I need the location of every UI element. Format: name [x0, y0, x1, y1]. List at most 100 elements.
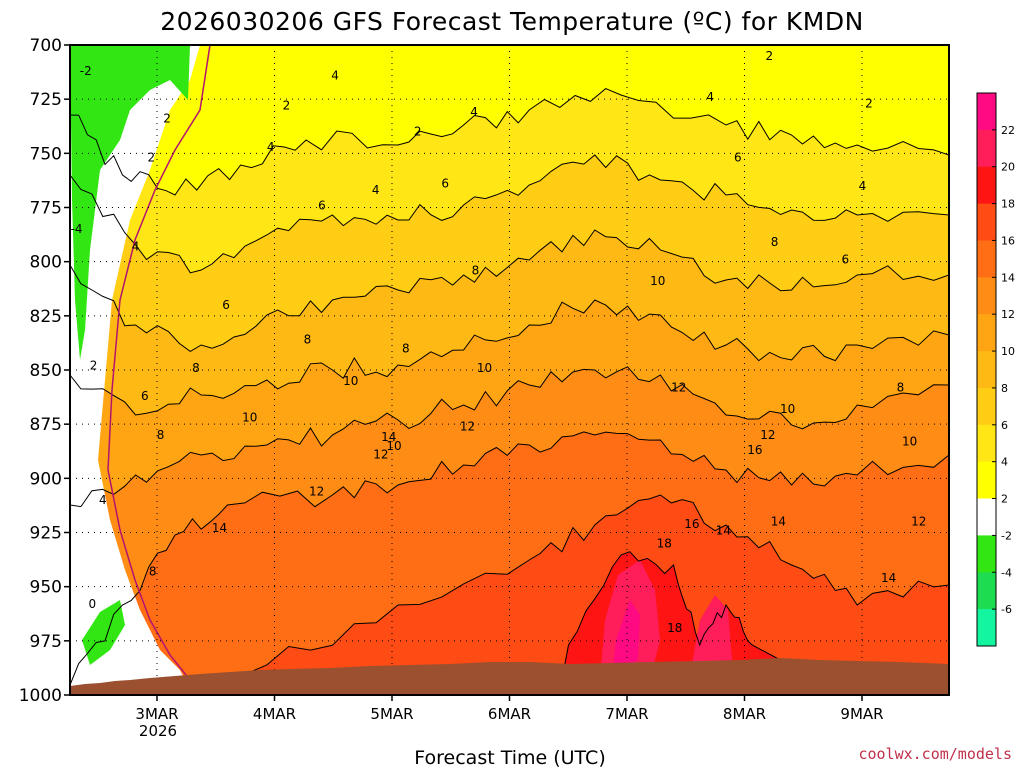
contour-label: 2 — [283, 99, 291, 113]
contour-label: 14 — [212, 521, 227, 535]
contour-label: 4 — [267, 140, 275, 154]
cold-band-white — [70, 45, 200, 695]
temperature-bands — [70, 45, 949, 695]
hot-pocket — [690, 595, 732, 680]
contour-label: 2 — [148, 151, 156, 165]
colorbar-swatch — [977, 461, 996, 500]
contour-label: 14 — [881, 571, 896, 585]
contour-label: 4 — [372, 183, 380, 197]
contour-line — [552, 551, 863, 695]
x-tick-label: 9MAR — [840, 705, 883, 723]
colorbar-label: 16 — [1001, 234, 1015, 247]
contour-label: 10 — [343, 374, 358, 388]
contour-label: 4 — [859, 179, 867, 193]
y-axis: 700 725 750 775 800 825 850 875 900 925 950 975 1000 — [19, 36, 70, 706]
contour-label: 12 — [460, 419, 475, 433]
x-axis: 3MAR 4MAR 5MAR 6MAR 7MAR 8MAR 9MAR — [135, 695, 884, 723]
y-tick-label: 1000 — [19, 686, 62, 706]
colorbar-swatch — [977, 166, 996, 205]
y-tick-label: 975 — [30, 632, 62, 652]
contour-label: 18 — [667, 621, 682, 635]
colorbar-label: 8 — [1001, 382, 1008, 395]
y-tick-label: 775 — [30, 199, 62, 219]
y-tick-label: 925 — [30, 524, 62, 544]
hot-pocket — [612, 600, 640, 676]
ground-terrain — [70, 658, 949, 695]
contour-label: 12 — [760, 428, 775, 442]
colorbar-label: 6 — [1001, 419, 1008, 432]
colorbar-swatch — [977, 93, 996, 131]
colorbar-label: 2 — [1001, 493, 1008, 506]
x-tick-label: 3MAR — [135, 705, 178, 723]
plot-area: -2-4240224688681424468101012121481042468… — [70, 45, 949, 695]
contour-line — [70, 229, 949, 352]
contour-label: 4 — [470, 105, 478, 119]
cold-band-green — [70, 45, 190, 360]
contour-labels: -2-4240224688681424468101012121481042468… — [71, 49, 927, 635]
x-tick-label: 8MAR — [723, 705, 766, 723]
contour-label: -2 — [80, 64, 92, 78]
contour-label: -4 — [71, 222, 83, 236]
contour-label: 10 — [780, 402, 795, 416]
colorbar-swatch — [977, 609, 996, 647]
contour-line — [70, 88, 949, 196]
contour-label: 6 — [318, 198, 326, 212]
contour-line — [70, 431, 949, 686]
contour-label: 14 — [771, 515, 786, 529]
colorbar-label: 14 — [1001, 271, 1015, 284]
contour-label: 10 — [650, 274, 665, 288]
y-tick-label: 850 — [30, 361, 62, 381]
y-tick-label: 800 — [30, 253, 62, 273]
contour-label: 14 — [716, 523, 731, 537]
cold-pocket-green — [82, 600, 125, 665]
contour-label: 10 — [386, 439, 401, 453]
x-year-label: 2026 — [139, 722, 177, 740]
colorbar-swatch — [977, 351, 996, 389]
colorbar-label: 10 — [1001, 345, 1015, 358]
colorbar-swatch — [977, 277, 996, 315]
colorbar-swatch — [977, 129, 996, 168]
contour-label: 4 — [99, 493, 107, 507]
contour-label: 12 — [911, 515, 926, 529]
y-tick-label: 750 — [30, 144, 62, 164]
colorbar-label: -4 — [1001, 566, 1012, 579]
colorbar: 22 20 18 16 14 12 10 8 6 4 2 -2 -4 -6 — [976, 92, 1015, 647]
contour-label: 12 — [373, 448, 388, 462]
credit-text: coolwx.com/models — [858, 745, 1012, 763]
y-tick-label: 950 — [30, 578, 62, 598]
contour-label: 4 — [331, 68, 339, 82]
contour-line — [70, 366, 949, 508]
contour-label: 18 — [657, 536, 672, 550]
x-tick-label: 5MAR — [370, 705, 413, 723]
colorbar-swatch — [977, 572, 996, 610]
colorbar-label: -6 — [1001, 603, 1012, 616]
contour-label: 8 — [304, 333, 312, 347]
y-tick-label: 825 — [30, 307, 62, 327]
contour-label: 10 — [242, 411, 257, 425]
colorbar-frame — [976, 92, 997, 647]
contour-label: 0 — [88, 597, 96, 611]
x-tick-label: 6MAR — [488, 705, 531, 723]
colorbar-label: 20 — [1001, 161, 1015, 174]
colorbar-label: 22 — [1001, 124, 1015, 137]
contour-line — [70, 299, 949, 416]
y-tick-label: 700 — [30, 36, 62, 56]
y-tick-label: 875 — [30, 415, 62, 435]
contour-label: 8 — [472, 263, 480, 277]
colorbar-swatch — [977, 387, 996, 426]
colorbar-swatch — [977, 203, 996, 241]
colorbar-label: 4 — [1001, 456, 1008, 469]
contour-label: 2 — [865, 97, 873, 111]
contour-label: 6 — [222, 298, 230, 312]
x-tick-label: 7MAR — [605, 705, 648, 723]
contour-lines — [70, 45, 949, 695]
x-axis-label: Forecast Time (UTC) — [414, 747, 605, 768]
contour-label: 8 — [897, 380, 905, 394]
chart-title: 2026030206 GFS Forecast Temperature (ºC)… — [160, 7, 864, 36]
colorbar-swatch — [977, 424, 996, 463]
x-tick-label: 4MAR — [253, 705, 296, 723]
contour-label: 8 — [402, 341, 410, 355]
contour-label: 12 — [671, 380, 686, 394]
contour-label: 2 — [414, 125, 422, 139]
